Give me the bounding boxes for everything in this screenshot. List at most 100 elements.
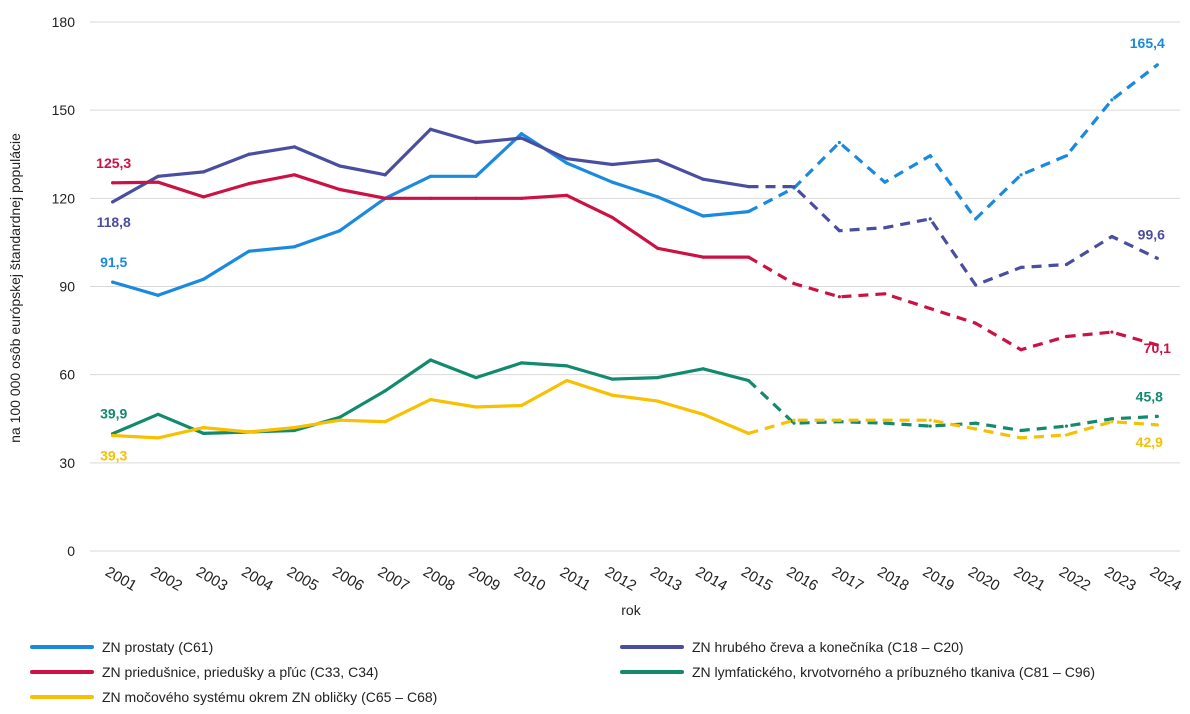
- data-point: [656, 399, 660, 403]
- data-point: [111, 433, 115, 438]
- data-label-last: 70,1: [1144, 340, 1171, 356]
- data-point: [1110, 98, 1114, 102]
- legend-label: ZN hrubého čreva a konečníka (C18 – C20): [692, 639, 964, 655]
- data-point: [519, 136, 524, 140]
- data-point: [474, 196, 478, 200]
- data-point: [746, 378, 751, 383]
- data-point: [111, 181, 115, 185]
- y-axis-ticks: 0 30 60 90 120 150 180: [52, 14, 76, 559]
- x-tick-label: 2003: [193, 563, 230, 594]
- x-axis-title: rok: [621, 602, 641, 618]
- data-point: [1064, 262, 1069, 267]
- data-point: [1064, 154, 1069, 158]
- data-point: [1155, 343, 1159, 347]
- data-point: [474, 140, 478, 145]
- y-tick-label: 150: [52, 102, 76, 118]
- series-line-projected: [747, 255, 1158, 352]
- x-tick-label: 2002: [148, 563, 185, 594]
- x-tick-label: 2015: [738, 563, 775, 594]
- x-tick-label: 2024: [1147, 563, 1184, 594]
- data-point: [156, 436, 160, 440]
- data-point: [201, 170, 206, 174]
- data-point: [837, 295, 841, 299]
- data-point: [201, 195, 206, 199]
- data-point: [565, 378, 569, 383]
- data-point: [565, 364, 569, 368]
- series-0: [111, 63, 1159, 297]
- data-point: [928, 217, 932, 221]
- data-label-first: 39,9: [100, 406, 127, 422]
- data-point: [565, 161, 569, 165]
- data-point: [519, 403, 524, 408]
- data-point: [111, 200, 115, 204]
- legend-label: ZN lymfatického, krvotvorného a príbuzné…: [692, 664, 1096, 680]
- x-axis-ticks: 2001 2002 2003 2004 2005 2006 2007 2008 2009 2010…: [102, 563, 1184, 594]
- data-point: [247, 152, 251, 156]
- x-tick-label: 2019: [920, 563, 957, 594]
- data-point: [701, 255, 705, 259]
- data-point: [610, 215, 614, 220]
- legend-label: ZN močového systému okrem ZN obličky (C6…: [102, 689, 438, 705]
- legend-item: ZN hrubého čreva a konečníka (C18 – C20): [620, 636, 964, 658]
- data-point: [1155, 63, 1159, 67]
- y-tick-label: 60: [59, 367, 75, 383]
- y-tick-label: 0: [67, 543, 75, 559]
- legend-swatch: [30, 670, 94, 674]
- data-point: [383, 173, 387, 177]
- series-4: [111, 378, 1159, 440]
- y-axis-title: na 100 000 osôb európskej štandardnej po…: [7, 133, 23, 443]
- data-point: [1019, 348, 1023, 352]
- data-point: [928, 418, 932, 422]
- x-tick-label: 2004: [239, 563, 276, 594]
- x-tick-label: 2006: [329, 563, 366, 594]
- data-point: [429, 398, 433, 402]
- data-point: [656, 195, 660, 199]
- data-point: [883, 418, 887, 422]
- x-tick-label: 2012: [602, 563, 639, 594]
- legend-swatch: [620, 645, 684, 649]
- x-tick-label: 2008: [420, 563, 457, 594]
- data-point: [1110, 234, 1114, 239]
- data-label-last: 42,9: [1136, 434, 1163, 450]
- data-point: [247, 182, 251, 186]
- data-point: [292, 245, 296, 249]
- data-point: [928, 306, 932, 311]
- x-tick-label: 2020: [965, 563, 1002, 594]
- data-point: [656, 376, 660, 380]
- x-tick-label: 2021: [1011, 563, 1048, 594]
- y-tick-label: 90: [59, 279, 75, 295]
- legend-swatch: [30, 695, 94, 699]
- data-point: [792, 421, 796, 425]
- data-point: [383, 420, 387, 424]
- data-point: [974, 421, 978, 425]
- data-labels: 91,5 118,8 125,3 39,9 39,3 165,4 99,6 70,1 45,8 4…: [96, 35, 1171, 464]
- data-point: [201, 277, 206, 281]
- data-point: [201, 425, 206, 430]
- x-tick-label: 2010: [511, 563, 548, 594]
- legend-item: ZN prostaty (C61): [30, 636, 213, 658]
- data-label-last: 165,4: [1130, 35, 1165, 51]
- data-point: [974, 217, 978, 221]
- series-line-observed: [111, 358, 751, 436]
- data-label-last: 45,8: [1136, 388, 1163, 404]
- x-tick-label: 2017: [829, 563, 866, 594]
- data-point: [974, 321, 978, 325]
- data-point: [429, 127, 433, 131]
- data-point: [338, 164, 342, 168]
- data-point: [837, 140, 841, 145]
- series-line-projected: [748, 185, 1158, 287]
- data-point: [338, 229, 342, 233]
- data-point: [1019, 428, 1023, 433]
- data-point: [746, 184, 751, 189]
- data-point: [474, 174, 478, 178]
- x-tick-label: 2005: [284, 563, 321, 594]
- y-tick-label: 180: [52, 14, 76, 30]
- data-point: [1019, 265, 1023, 269]
- data-point: [701, 214, 705, 218]
- data-point: [1064, 433, 1069, 437]
- data-point: [746, 255, 751, 259]
- data-label-first: 39,3: [100, 448, 127, 464]
- series-2: [111, 173, 1159, 352]
- data-label-first: 118,8: [97, 214, 131, 230]
- data-point: [610, 180, 614, 184]
